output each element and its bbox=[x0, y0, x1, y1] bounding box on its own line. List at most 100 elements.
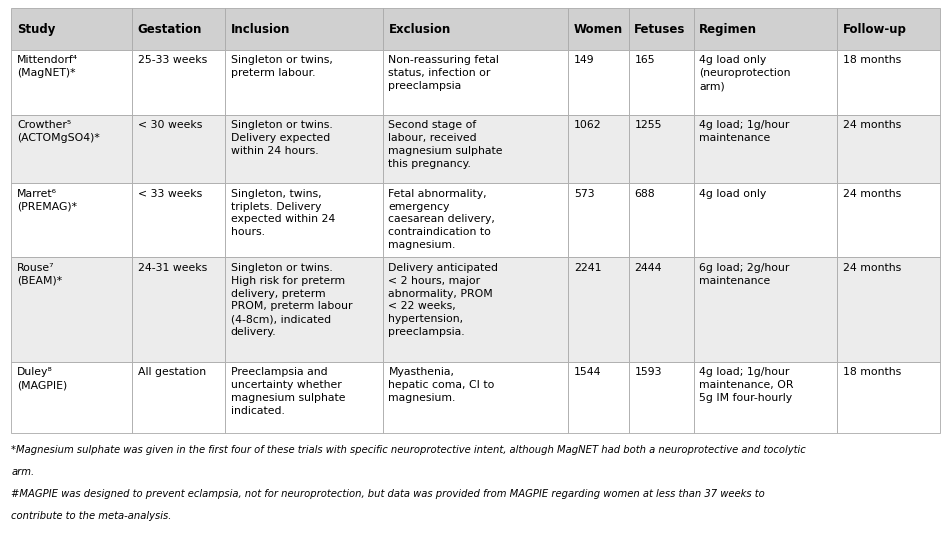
Bar bbox=[11, 362, 132, 433]
Bar bbox=[838, 115, 940, 183]
Text: Mittendorf⁴
(MagNET)*: Mittendorf⁴ (MagNET)* bbox=[17, 55, 78, 79]
Bar bbox=[693, 257, 838, 362]
Text: 2444: 2444 bbox=[634, 263, 662, 273]
Bar bbox=[838, 8, 940, 50]
Text: 4g load; 1g/hour
maintenance, OR
5g IM four-hourly: 4g load; 1g/hour maintenance, OR 5g IM f… bbox=[699, 367, 794, 403]
Text: Preeclampsia and
uncertainty whether
magnesium sulphate
indicated.: Preeclampsia and uncertainty whether mag… bbox=[230, 367, 345, 416]
Text: 4g load; 1g/hour
maintenance: 4g load; 1g/hour maintenance bbox=[699, 120, 789, 143]
Text: 4g load only
(neuroprotection
arm): 4g load only (neuroprotection arm) bbox=[699, 55, 791, 91]
Text: All gestation: All gestation bbox=[138, 367, 206, 377]
Bar bbox=[11, 8, 132, 50]
Text: *Magnesium sulphate was given in the first four of these trials with specific ne: *Magnesium sulphate was given in the fir… bbox=[11, 445, 806, 455]
Bar bbox=[569, 362, 629, 433]
Text: Fetal abnormality,
emergency
caesarean delivery,
contraindication to
magnesium.: Fetal abnormality, emergency caesarean d… bbox=[388, 189, 495, 250]
Text: Exclusion: Exclusion bbox=[388, 23, 451, 36]
Bar bbox=[132, 8, 224, 50]
Text: Singleton or twins,
preterm labour.: Singleton or twins, preterm labour. bbox=[230, 55, 333, 79]
Text: 24 months: 24 months bbox=[844, 263, 902, 273]
Text: Study: Study bbox=[17, 23, 55, 36]
Text: Non-reassuring fetal
status, infection or
preeclampsia: Non-reassuring fetal status, infection o… bbox=[388, 55, 499, 91]
Bar bbox=[132, 183, 224, 257]
Text: Regimen: Regimen bbox=[699, 23, 757, 36]
Text: Rouse⁷
(BEAM)*: Rouse⁷ (BEAM)* bbox=[17, 263, 62, 286]
Text: Gestation: Gestation bbox=[138, 23, 203, 36]
Text: 165: 165 bbox=[634, 55, 655, 65]
Text: arm.: arm. bbox=[11, 467, 34, 477]
Text: 24 months: 24 months bbox=[844, 120, 902, 130]
Bar bbox=[132, 50, 224, 115]
Bar bbox=[569, 257, 629, 362]
Bar bbox=[569, 115, 629, 183]
Text: 24 months: 24 months bbox=[844, 189, 902, 199]
Bar bbox=[629, 257, 693, 362]
Text: 18 months: 18 months bbox=[844, 55, 902, 65]
Text: Women: Women bbox=[574, 23, 623, 36]
Bar bbox=[224, 8, 382, 50]
Bar bbox=[132, 257, 224, 362]
Text: 1255: 1255 bbox=[634, 120, 662, 130]
Text: 573: 573 bbox=[574, 189, 594, 199]
Text: Second stage of
labour, received
magnesium sulphate
this pregnancy.: Second stage of labour, received magnesi… bbox=[388, 120, 503, 169]
Text: Singleton or twins.
Delivery expected
within 24 hours.: Singleton or twins. Delivery expected wi… bbox=[230, 120, 332, 156]
Text: 18 months: 18 months bbox=[844, 367, 902, 377]
Bar bbox=[838, 50, 940, 115]
Bar bbox=[382, 257, 569, 362]
Bar bbox=[629, 8, 693, 50]
Bar bbox=[382, 115, 569, 183]
Text: 24-31 weeks: 24-31 weeks bbox=[138, 263, 207, 273]
Bar bbox=[224, 50, 382, 115]
Text: 2241: 2241 bbox=[574, 263, 602, 273]
Bar bbox=[838, 183, 940, 257]
Bar bbox=[11, 183, 132, 257]
Bar bbox=[569, 183, 629, 257]
Bar bbox=[693, 362, 838, 433]
Bar bbox=[224, 183, 382, 257]
Bar bbox=[382, 8, 569, 50]
Bar bbox=[382, 50, 569, 115]
Text: Singleton, twins,
triplets. Delivery
expected within 24
hours.: Singleton, twins, triplets. Delivery exp… bbox=[230, 189, 335, 237]
Bar bbox=[224, 362, 382, 433]
Text: 688: 688 bbox=[634, 189, 655, 199]
Text: 1593: 1593 bbox=[634, 367, 662, 377]
Bar bbox=[629, 362, 693, 433]
Text: Fetuses: Fetuses bbox=[634, 23, 686, 36]
Bar bbox=[693, 8, 838, 50]
Text: 1062: 1062 bbox=[574, 120, 602, 130]
Text: Inclusion: Inclusion bbox=[230, 23, 290, 36]
Text: Marret⁶
(PREMAG)*: Marret⁶ (PREMAG)* bbox=[17, 189, 77, 212]
Bar bbox=[11, 257, 132, 362]
Text: 149: 149 bbox=[574, 55, 594, 65]
Bar bbox=[11, 50, 132, 115]
Text: 25-33 weeks: 25-33 weeks bbox=[138, 55, 207, 65]
Bar bbox=[132, 362, 224, 433]
Bar bbox=[693, 183, 838, 257]
Text: Duley⁸
(MAGPIE): Duley⁸ (MAGPIE) bbox=[17, 367, 68, 390]
Text: Delivery anticipated
< 2 hours, major
abnormality, PROM
< 22 weeks,
hypertension: Delivery anticipated < 2 hours, major ab… bbox=[388, 263, 498, 337]
Text: Follow-up: Follow-up bbox=[844, 23, 907, 36]
Bar bbox=[382, 183, 569, 257]
Bar bbox=[569, 50, 629, 115]
Bar bbox=[629, 183, 693, 257]
Bar bbox=[629, 50, 693, 115]
Bar bbox=[693, 115, 838, 183]
Text: Singleton or twins.
High risk for preterm
delivery, preterm
PROM, preterm labour: Singleton or twins. High risk for preter… bbox=[230, 263, 352, 337]
Bar bbox=[693, 50, 838, 115]
Text: contribute to the meta-analysis.: contribute to the meta-analysis. bbox=[11, 511, 172, 521]
Bar bbox=[838, 257, 940, 362]
Text: 4g load only: 4g load only bbox=[699, 189, 767, 199]
Text: #MAGPIE was designed to prevent eclampsia, not for neuroprotection, but data was: #MAGPIE was designed to prevent eclampsi… bbox=[11, 489, 766, 499]
Text: Crowther⁵
(ACTOMgSO4)*: Crowther⁵ (ACTOMgSO4)* bbox=[17, 120, 100, 143]
Bar bbox=[629, 115, 693, 183]
Bar bbox=[11, 115, 132, 183]
Text: < 33 weeks: < 33 weeks bbox=[138, 189, 202, 199]
Bar bbox=[838, 362, 940, 433]
Bar bbox=[132, 115, 224, 183]
Bar bbox=[224, 257, 382, 362]
Bar bbox=[224, 115, 382, 183]
Text: 1544: 1544 bbox=[574, 367, 602, 377]
Text: < 30 weeks: < 30 weeks bbox=[138, 120, 203, 130]
Bar bbox=[569, 8, 629, 50]
Text: 6g load; 2g/hour
maintenance: 6g load; 2g/hour maintenance bbox=[699, 263, 789, 286]
Text: Myasthenia,
hepatic coma, CI to
magnesium.: Myasthenia, hepatic coma, CI to magnesiu… bbox=[388, 367, 495, 403]
Bar bbox=[382, 362, 569, 433]
